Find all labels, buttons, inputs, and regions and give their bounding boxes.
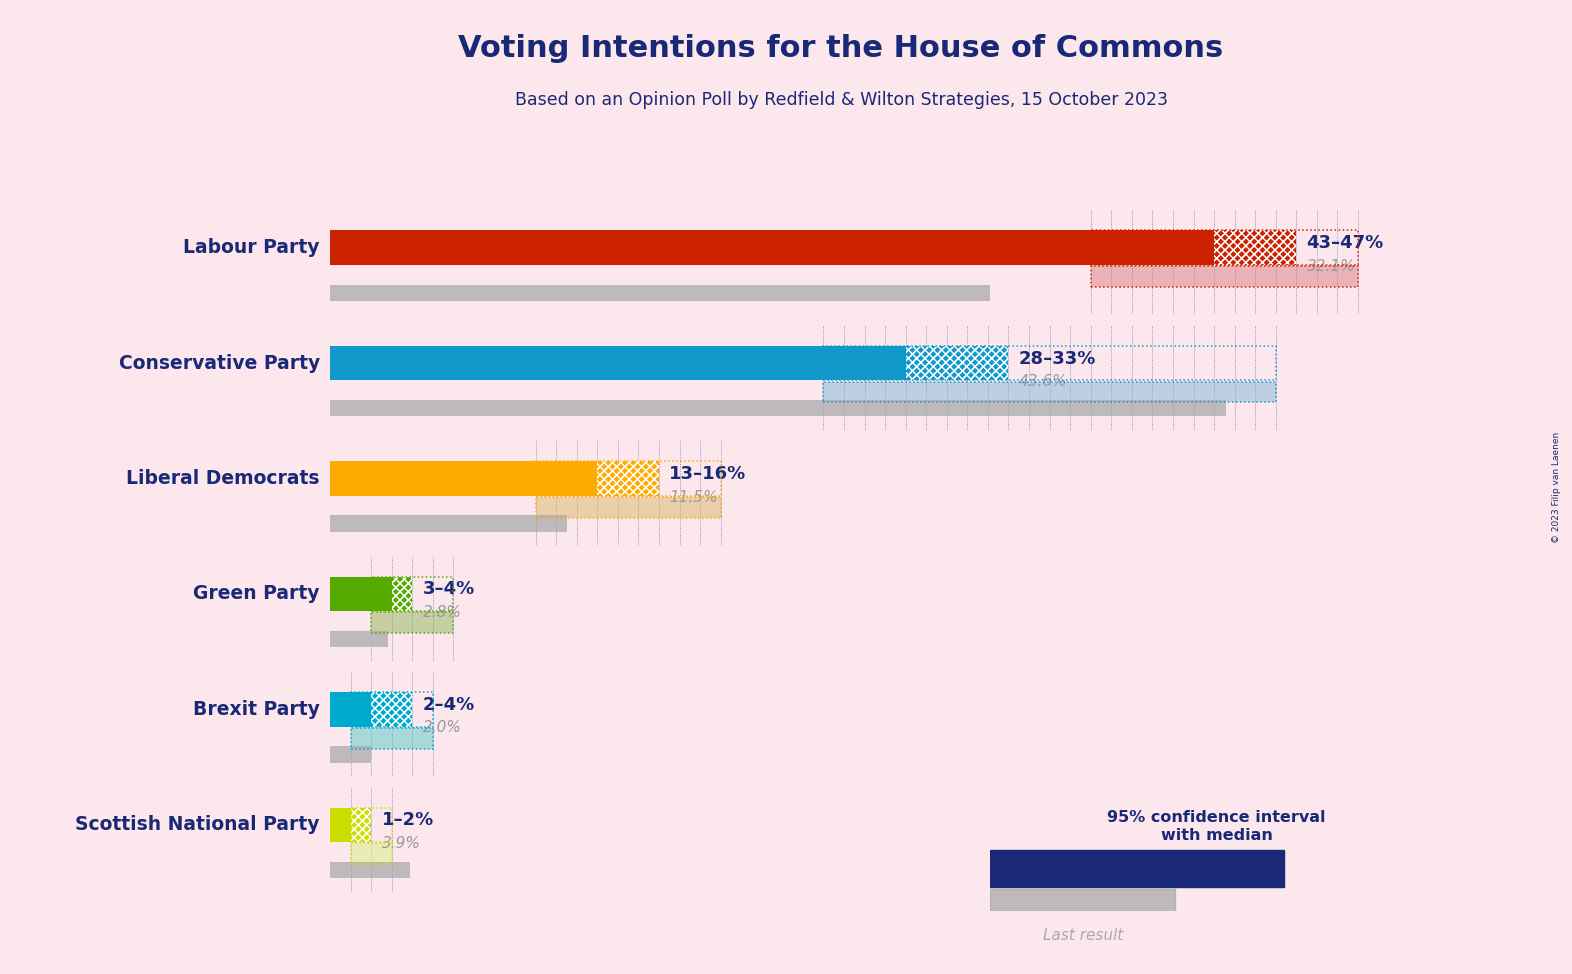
- Text: 11.5%: 11.5%: [670, 490, 718, 505]
- Bar: [330, 231, 1214, 265]
- Bar: [330, 284, 990, 301]
- Bar: [1176, 850, 1284, 886]
- Bar: [330, 515, 566, 532]
- Text: 3–4%: 3–4%: [423, 581, 475, 598]
- Bar: [1176, 850, 1284, 886]
- Bar: [1091, 266, 1358, 287]
- Text: Brexit Party: Brexit Party: [193, 700, 319, 719]
- Text: 43.6%: 43.6%: [1019, 374, 1067, 389]
- Text: 13–16%: 13–16%: [670, 465, 747, 483]
- Bar: [1214, 231, 1297, 265]
- Bar: [330, 400, 1226, 416]
- Bar: [330, 746, 371, 763]
- Text: Liberal Democrats: Liberal Democrats: [126, 469, 319, 488]
- Bar: [330, 631, 388, 647]
- Bar: [351, 843, 391, 864]
- Bar: [351, 807, 371, 843]
- Text: 2.0%: 2.0%: [423, 721, 462, 735]
- Bar: [330, 462, 597, 496]
- Bar: [351, 843, 391, 864]
- Bar: [536, 497, 720, 518]
- Bar: [905, 346, 1009, 381]
- Bar: [824, 382, 1276, 402]
- Bar: [990, 889, 1176, 911]
- Text: 2.8%: 2.8%: [423, 605, 462, 620]
- Bar: [391, 577, 412, 612]
- Bar: [330, 346, 905, 381]
- Bar: [371, 693, 412, 727]
- Bar: [597, 462, 659, 496]
- Text: © 2023 Filip van Laenen: © 2023 Filip van Laenen: [1552, 431, 1561, 543]
- Bar: [371, 613, 453, 633]
- Bar: [351, 728, 432, 749]
- Bar: [1214, 231, 1297, 265]
- Bar: [330, 862, 410, 878]
- Bar: [905, 346, 1009, 381]
- Bar: [536, 497, 720, 518]
- Text: 3.9%: 3.9%: [382, 836, 420, 851]
- Bar: [371, 693, 412, 727]
- Bar: [990, 850, 1176, 886]
- Bar: [330, 807, 351, 843]
- Text: Last result: Last result: [1042, 928, 1122, 943]
- Bar: [351, 728, 432, 749]
- Bar: [351, 807, 391, 843]
- Bar: [1091, 231, 1358, 265]
- Text: 32.1%: 32.1%: [1306, 259, 1355, 274]
- Bar: [330, 693, 371, 727]
- Text: Green Party: Green Party: [193, 584, 319, 604]
- Bar: [536, 462, 720, 496]
- Text: Scottish National Party: Scottish National Party: [75, 815, 319, 835]
- Bar: [371, 613, 453, 633]
- Text: Voting Intentions for the House of Commons: Voting Intentions for the House of Commo…: [459, 34, 1223, 63]
- Bar: [351, 693, 432, 727]
- Text: Conservative Party: Conservative Party: [118, 354, 319, 373]
- Text: Labour Party: Labour Party: [184, 239, 319, 257]
- Bar: [371, 577, 453, 612]
- Text: 2–4%: 2–4%: [423, 695, 475, 714]
- Bar: [824, 382, 1276, 402]
- Bar: [597, 462, 659, 496]
- Text: 1–2%: 1–2%: [382, 811, 434, 829]
- Bar: [330, 577, 391, 612]
- Bar: [351, 807, 371, 843]
- Text: 28–33%: 28–33%: [1019, 350, 1096, 367]
- Text: Based on an Opinion Poll by Redfield & Wilton Strategies, 15 October 2023: Based on an Opinion Poll by Redfield & W…: [514, 91, 1168, 108]
- Text: 43–47%: 43–47%: [1306, 234, 1383, 252]
- Bar: [391, 577, 412, 612]
- Bar: [824, 346, 1276, 381]
- Text: 95% confidence interval
with median: 95% confidence interval with median: [1107, 810, 1325, 843]
- Bar: [1091, 266, 1358, 287]
